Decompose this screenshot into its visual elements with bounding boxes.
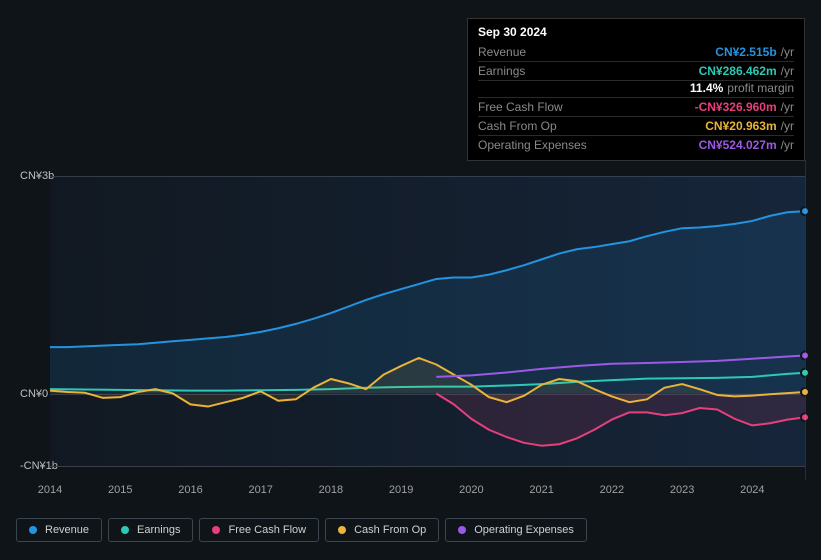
tooltip-value: CN¥2.515b/yr: [715, 45, 794, 59]
legend-dot-icon: [29, 526, 37, 534]
chart-area[interactable]: CN¥3bCN¥0-CN¥1b: [16, 160, 805, 480]
legend-label: Operating Expenses: [474, 524, 574, 536]
x-axis-label: 2021: [529, 484, 553, 496]
tooltip-label: Cash From Op: [478, 119, 557, 133]
x-axis-label: 2023: [670, 484, 694, 496]
legend-label: Earnings: [137, 524, 180, 536]
tooltip-row-cfo: Cash From Op CN¥20.963m/yr: [478, 116, 794, 135]
tooltip-label: Earnings: [478, 64, 525, 78]
legend-item[interactable]: Free Cash Flow: [199, 518, 319, 542]
legend-item[interactable]: Earnings: [108, 518, 193, 542]
x-axis-label: 2020: [459, 484, 483, 496]
y-axis-label: CN¥0: [20, 388, 48, 400]
tooltip-row-revenue: Revenue CN¥2.515b/yr: [478, 43, 794, 61]
legend-label: Cash From Op: [354, 524, 426, 536]
x-axis-label: 2022: [600, 484, 624, 496]
tooltip-row-earnings-sub: .11.4%profit margin: [478, 80, 794, 97]
tooltip-value: 11.4%profit margin: [690, 81, 794, 95]
tooltip-row-opex: Operating Expenses CN¥524.027m/yr: [478, 135, 794, 154]
chart-reference-line: [805, 160, 806, 480]
legend-dot-icon: [121, 526, 129, 534]
legend-label: Free Cash Flow: [228, 524, 306, 536]
x-axis-label: 2015: [108, 484, 132, 496]
legend-item[interactable]: Operating Expenses: [445, 518, 587, 542]
series-fill: [436, 394, 805, 446]
x-axis-label: 2017: [248, 484, 272, 496]
chart-x-axis: 2014 2015 2016 2017 2018 2019 2020 2021 2022 2023…: [16, 484, 805, 500]
tooltip-row-fcf: Free Cash Flow -CN¥326.960m/yr: [478, 97, 794, 116]
legend-dot-icon: [458, 526, 466, 534]
legend-item[interactable]: Revenue: [16, 518, 102, 542]
tooltip-value: CN¥20.963m/yr: [705, 119, 794, 133]
tooltip-value: CN¥524.027m/yr: [699, 138, 794, 152]
chart-legend: Revenue Earnings Free Cash Flow Cash From O…: [16, 518, 587, 542]
legend-item[interactable]: Cash From Op: [325, 518, 439, 542]
tooltip-label: Operating Expenses: [478, 138, 587, 152]
x-axis-label: 2014: [38, 484, 62, 496]
tooltip-label: Revenue: [478, 45, 526, 59]
tooltip-row-earnings: Earnings CN¥286.462m/yr: [478, 61, 794, 80]
gridline: [50, 466, 805, 467]
legend-dot-icon: [338, 526, 346, 534]
chart-svg: [50, 176, 805, 466]
legend-dot-icon: [212, 526, 220, 534]
x-axis-label: 2019: [389, 484, 413, 496]
chart-plot: [50, 176, 805, 466]
x-axis-label: 2016: [178, 484, 202, 496]
x-axis-label: 2018: [319, 484, 343, 496]
tooltip-date: Sep 30 2024: [478, 25, 794, 43]
x-axis-label: 2024: [740, 484, 764, 496]
tooltip-label: Free Cash Flow: [478, 100, 563, 114]
tooltip-value: -CN¥326.960m/yr: [695, 100, 794, 114]
data-tooltip: Sep 30 2024 Revenue CN¥2.515b/yr Earnings C…: [467, 18, 805, 161]
tooltip-value: CN¥286.462m/yr: [699, 64, 794, 78]
legend-label: Revenue: [45, 524, 89, 536]
